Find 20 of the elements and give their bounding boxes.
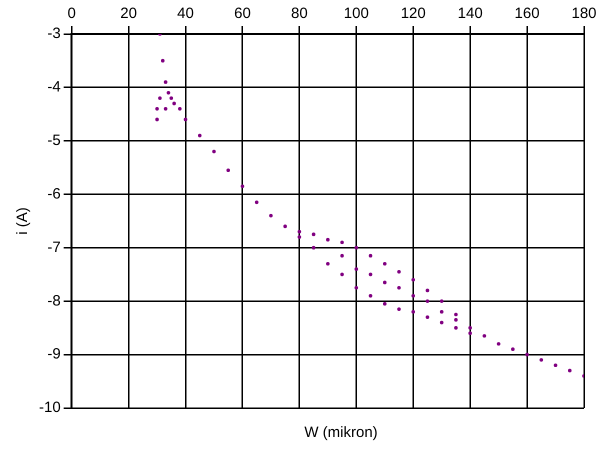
x-tick-label: 80 <box>291 5 308 22</box>
y-tick-label: -3 <box>47 25 61 42</box>
x-tick-label: 60 <box>234 5 251 22</box>
y-tick-label: -8 <box>47 292 61 310</box>
y-axis-title: i (A) <box>14 207 32 235</box>
y-tick-label: -9 <box>47 346 61 363</box>
x-tick-label: 0 <box>68 5 76 22</box>
x-tick-label: 100 <box>344 5 369 22</box>
x-tick-label: 40 <box>177 5 194 22</box>
x-tick-label: 140 <box>458 5 483 22</box>
y-tick-label: -7 <box>47 238 61 256</box>
y-tick-label: -4 <box>47 78 61 96</box>
y-tick-label: -6 <box>47 185 61 202</box>
x-tick-label: 180 <box>571 5 597 22</box>
x-axis-title: W (mikron) <box>303 424 379 441</box>
x-tick-label: 160 <box>514 5 540 22</box>
x-tick-label: 120 <box>400 5 426 22</box>
y-tick-label: -5 <box>47 132 61 149</box>
x-tick-label: 20 <box>120 5 137 22</box>
y-tick-label: -10 <box>38 399 61 416</box>
